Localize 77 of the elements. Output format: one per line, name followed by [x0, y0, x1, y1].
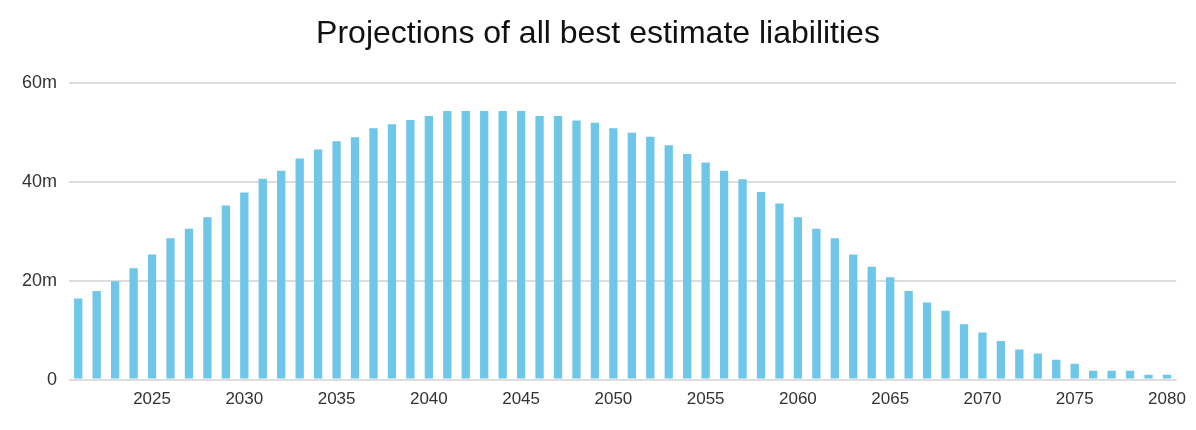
- x-tick-label: 2025: [133, 389, 171, 409]
- bar: [756, 192, 766, 379]
- bar: [332, 141, 341, 379]
- bar: [369, 128, 378, 379]
- y-tick-label: 60m: [22, 71, 58, 92]
- x-tick-label: 2050: [594, 389, 633, 409]
- bar: [166, 238, 175, 379]
- bar: [719, 170, 729, 379]
- bar: [111, 281, 120, 379]
- bar: [590, 122, 600, 379]
- bar: [147, 254, 157, 379]
- x-tick-label: 2080: [1148, 389, 1186, 409]
- bar: [480, 111, 489, 379]
- bar: [609, 128, 618, 379]
- bar: [313, 149, 323, 379]
- bar: [775, 203, 784, 379]
- x-tick-label: 2055: [686, 389, 725, 409]
- bar: [1107, 370, 1116, 379]
- bar: [572, 120, 581, 379]
- bar: [129, 268, 138, 379]
- bar: [867, 266, 876, 379]
- bar: [1162, 374, 1172, 379]
- bar: [1070, 363, 1079, 379]
- bar: [664, 145, 673, 379]
- bar: [535, 115, 544, 379]
- bar: [1052, 359, 1061, 379]
- x-tick-label: 2065: [871, 389, 910, 409]
- bar: [461, 111, 470, 379]
- x-tick-label: 2070: [963, 389, 1002, 409]
- bar: [941, 310, 950, 379]
- bar: [240, 192, 249, 379]
- bar: [277, 170, 286, 379]
- y-tick-label: 20m: [22, 269, 58, 290]
- bar: [387, 124, 397, 379]
- bar: [498, 111, 507, 379]
- x-tick-label: 2040: [409, 389, 448, 409]
- bar: [406, 119, 415, 379]
- bar: [683, 154, 692, 379]
- bar: [184, 228, 194, 379]
- bar: [1089, 370, 1098, 379]
- bar: [350, 137, 360, 379]
- bar: [830, 238, 839, 379]
- bar: [738, 179, 747, 379]
- x-tick-label: 2045: [502, 389, 541, 409]
- bar: [1015, 349, 1024, 379]
- bar: [203, 217, 212, 379]
- bar: [996, 341, 1006, 379]
- bar: [849, 254, 858, 379]
- bar: [1144, 374, 1153, 379]
- chart-title: Projections of all best estimate liabilities: [315, 13, 881, 52]
- bar: [1125, 370, 1135, 379]
- bar: [904, 291, 913, 379]
- bar: [424, 115, 433, 379]
- bar: [959, 324, 969, 379]
- bar: [516, 111, 526, 379]
- bar: [92, 291, 101, 379]
- bar: [978, 332, 987, 379]
- bar: [74, 298, 83, 379]
- bar: [646, 136, 655, 379]
- bar: [443, 111, 452, 379]
- x-tick-label: 2035: [317, 389, 356, 409]
- bar: [627, 132, 636, 379]
- bar: [295, 158, 304, 379]
- bar: [886, 277, 895, 379]
- bar: [1033, 353, 1042, 379]
- bar: [553, 115, 563, 379]
- x-tick-label: 2060: [779, 389, 817, 409]
- y-tick-label: 40m: [22, 170, 58, 191]
- bar: [701, 162, 710, 379]
- bar: [221, 205, 231, 379]
- x-tick-label: 2075: [1055, 389, 1094, 409]
- bar: [922, 302, 932, 379]
- bar: [793, 217, 803, 379]
- bar: [812, 228, 821, 379]
- x-tick-label: 2030: [225, 389, 264, 409]
- y-tick-label: 0: [47, 368, 58, 389]
- bar: [258, 178, 267, 379]
